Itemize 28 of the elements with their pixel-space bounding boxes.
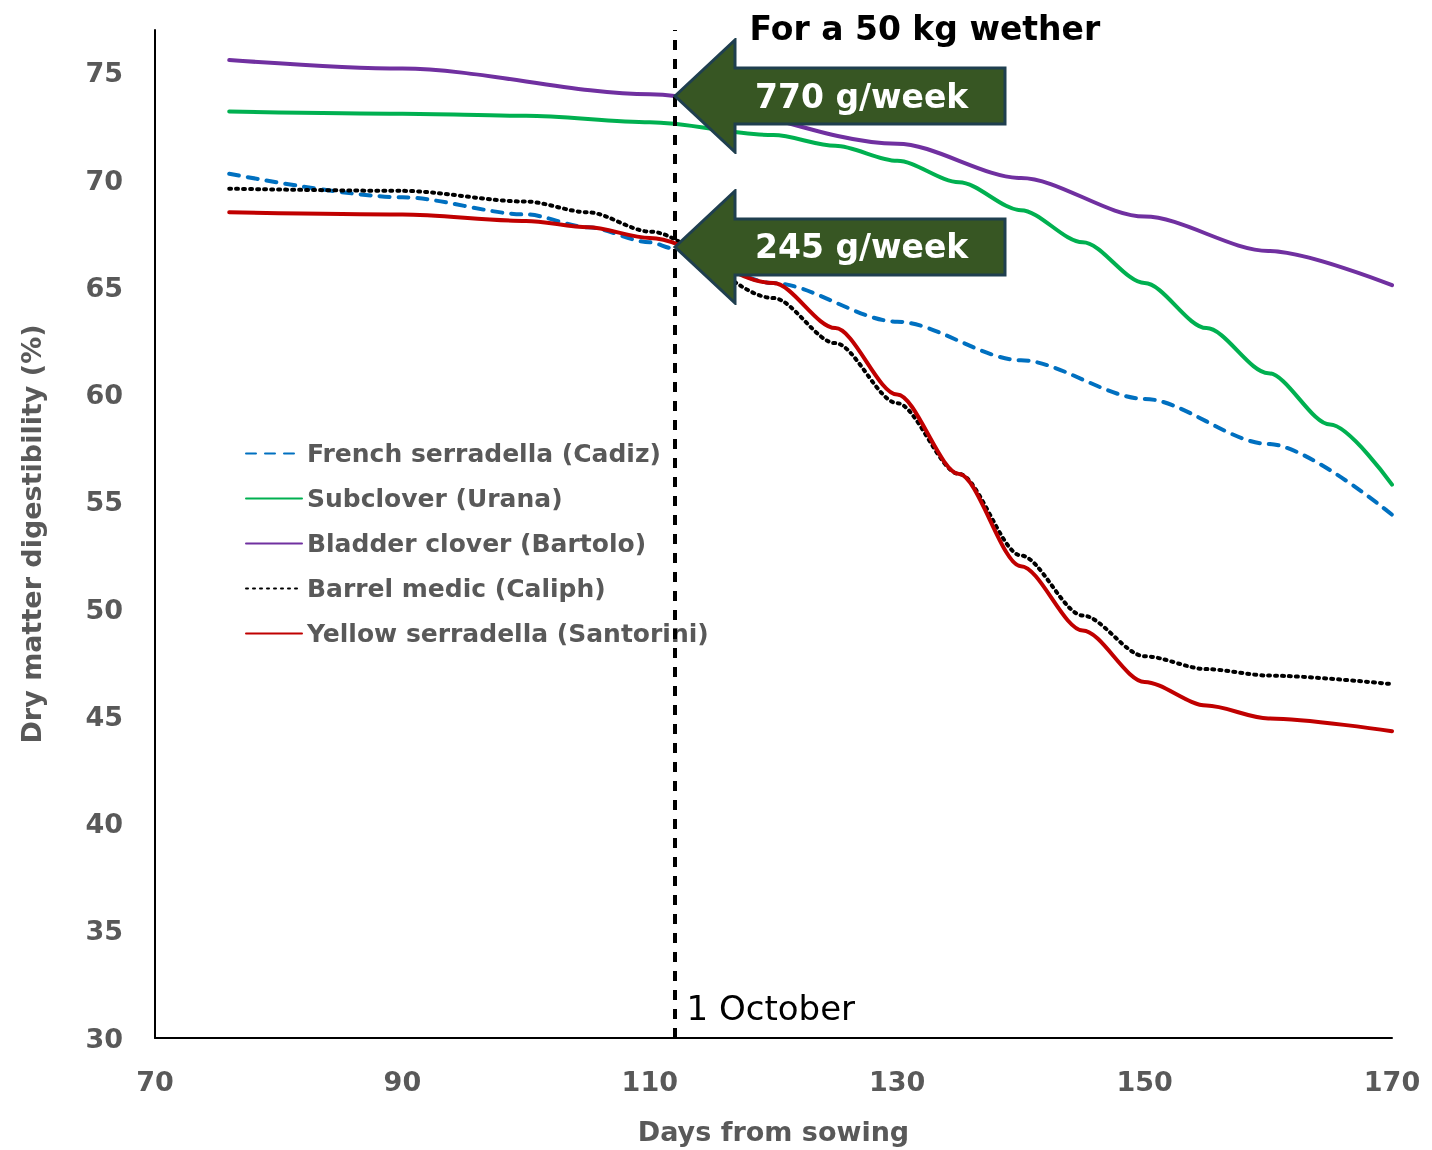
legend-label: Barrel medic (Caliph): [307, 574, 606, 603]
y-tick-label: 65: [85, 271, 123, 303]
y-tick-label: 45: [85, 700, 123, 732]
line-series: [227, 171, 1394, 517]
y-tick-label: 30: [85, 1022, 123, 1054]
x-tick-label: 170: [1363, 1066, 1421, 1097]
x-axis-title: Days from sowing: [637, 1116, 910, 1147]
y-tick-label: 55: [85, 486, 123, 518]
annotation: 770 g/week: [755, 76, 969, 116]
x-tick-label: 110: [621, 1066, 678, 1097]
annotation: For a 50 kg wether: [749, 8, 1101, 48]
x-tick-label: 70: [136, 1066, 174, 1097]
y-tick-label: 60: [85, 379, 123, 411]
y-tick-label: 75: [85, 57, 123, 89]
y-tick-label: 35: [85, 915, 123, 947]
x-tick-label: 150: [1116, 1066, 1173, 1097]
y-axis-title: Dry matter digestibility (%): [16, 324, 47, 744]
ref-line-label: 1 October: [686, 988, 856, 1028]
x-tick-label: 90: [383, 1066, 422, 1097]
legend-label: French serradella (Cadiz): [307, 439, 661, 468]
y-tick-label: 70: [85, 164, 123, 196]
y-tick-label: 40: [85, 808, 123, 840]
legend-label: Yellow serradella (Santorini): [306, 619, 709, 648]
legend-label: Bladder clover (Bartolo): [307, 529, 647, 558]
x-tick-label: 130: [869, 1066, 926, 1097]
legend-label: Subclover (Urana): [307, 484, 563, 513]
y-tick-label: 50: [85, 593, 123, 625]
annotation: 245 g/week: [755, 227, 969, 267]
